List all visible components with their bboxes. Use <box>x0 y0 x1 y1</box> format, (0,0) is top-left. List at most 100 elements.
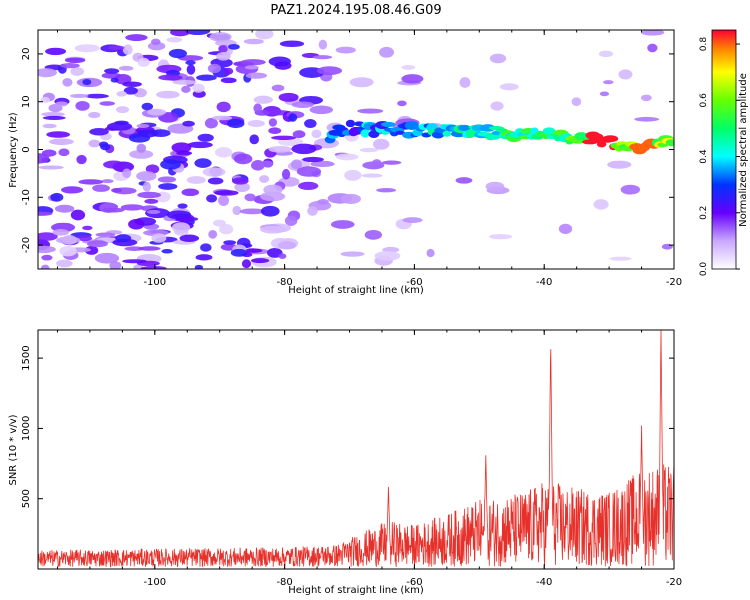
heatmap-cell <box>114 74 132 85</box>
heatmap-cell <box>94 252 120 264</box>
heatmap-cell <box>665 139 674 147</box>
heatmap-cell <box>253 95 273 104</box>
heatmap-cell <box>185 60 196 66</box>
heatmap-cell <box>38 68 57 78</box>
heatmap-cell <box>459 77 471 88</box>
heatmap-cell <box>84 245 99 255</box>
y-tick-label: 500 <box>21 489 32 508</box>
spectrogram-frame <box>37 29 675 270</box>
heatmap-cell <box>204 117 218 129</box>
heatmap-cell <box>260 225 286 234</box>
heatmap-cell <box>214 147 233 158</box>
x-tick-label: -40 <box>536 277 552 288</box>
heatmap-cell <box>200 243 212 252</box>
heatmap-cell <box>228 43 240 50</box>
heatmap-cell <box>268 118 278 127</box>
heatmap-cell <box>55 101 68 107</box>
heatmap-cell <box>260 205 280 217</box>
heatmap-cell <box>123 86 138 95</box>
heatmap-cell <box>216 52 231 61</box>
heatmap-cell <box>156 90 180 99</box>
heatmap-cell <box>379 46 395 58</box>
heatmap-cell <box>371 159 382 170</box>
heatmap-cell <box>209 32 232 42</box>
heatmap-cell <box>172 79 197 85</box>
heatmap-cell <box>88 139 101 148</box>
heatmap-cell <box>340 193 361 204</box>
heatmap-cell <box>115 234 132 243</box>
heatmap-cell <box>281 168 291 180</box>
heatmap-cell <box>184 30 211 36</box>
heatmap-cell <box>110 188 123 193</box>
heatmap-cell <box>101 179 114 184</box>
spectrogram-y-ticks: -20 -10 0 10 20 <box>21 48 674 253</box>
heatmap-cell <box>38 245 56 253</box>
colorbar-tick-label: 0.0 <box>699 262 709 277</box>
heatmap-cell <box>288 113 298 122</box>
heatmap-cell <box>360 129 370 138</box>
heatmap-cell <box>42 115 66 120</box>
heatmap-cell <box>489 53 507 64</box>
heatmap-cell <box>302 156 324 163</box>
heatmap-cell <box>116 106 130 114</box>
heatmap-cell <box>146 209 161 214</box>
heatmap-cell <box>542 127 556 135</box>
heatmap-cell <box>122 44 133 55</box>
heatmap-cell <box>259 175 270 183</box>
heatmap-cell <box>488 234 513 240</box>
heatmap-cell <box>52 229 69 236</box>
heatmap-cell <box>192 83 205 93</box>
spectrogram-x-ticks: -100 -80 -60 -40 -20 <box>56 30 682 288</box>
heatmap-cell <box>196 74 217 81</box>
heatmap-cell <box>490 101 504 111</box>
heatmap-cell <box>381 121 396 128</box>
heatmap-cell <box>245 72 268 79</box>
heatmap-cell <box>304 118 317 129</box>
heatmap-cell <box>291 143 317 155</box>
heatmap-cell <box>136 171 157 181</box>
heatmap-cell <box>255 30 274 40</box>
heatmap-cell <box>442 130 452 137</box>
y-tick-label: 0 <box>21 146 32 152</box>
heatmap-cell <box>620 184 641 195</box>
heatmap-cell <box>195 254 213 261</box>
heatmap-cell <box>41 149 57 157</box>
heatmap-cell <box>618 69 633 80</box>
heatmap-cell <box>64 57 86 64</box>
heatmap-cell <box>62 77 73 87</box>
heatmap-cell <box>310 160 335 167</box>
figure-title: PAZ1.2024.195.08.46.G09 <box>270 3 441 18</box>
heatmap-cell <box>230 248 248 257</box>
heatmap-cell <box>260 160 274 168</box>
heatmap-cell <box>128 218 145 230</box>
heatmap-cell <box>125 34 148 42</box>
heatmap-cell <box>206 194 218 203</box>
y-tick-label: 1000 <box>21 416 32 441</box>
heatmap-cell <box>223 67 234 75</box>
heatmap-cell <box>116 91 127 97</box>
heatmap-cell <box>368 130 380 138</box>
heatmap-cell <box>109 261 122 269</box>
heatmap-cell <box>499 83 519 91</box>
heatmap-cell <box>485 181 505 192</box>
heatmap-cell <box>157 176 177 183</box>
heatmap-cell <box>374 251 401 261</box>
heatmap-cell <box>312 55 333 60</box>
heatmap-cell <box>457 124 471 131</box>
heatmap-cell <box>243 248 263 253</box>
heatmap-cell <box>263 184 283 196</box>
heatmap-cell <box>640 94 652 102</box>
x-tick-label: -80 <box>276 277 292 288</box>
heatmap-cell <box>76 154 87 165</box>
x-tick-label: -20 <box>666 277 682 288</box>
heatmap-cell <box>609 256 632 261</box>
heatmap-cell <box>239 208 265 215</box>
heatmap-cell <box>218 224 234 235</box>
heatmap-cell <box>226 118 245 129</box>
heatmap-cell <box>49 138 74 145</box>
heatmap-cell <box>247 120 265 127</box>
heatmap-cell <box>340 251 365 257</box>
heatmap-cell <box>100 143 111 151</box>
y-tick-label: -10 <box>21 189 32 205</box>
heatmap-cell <box>41 254 53 261</box>
